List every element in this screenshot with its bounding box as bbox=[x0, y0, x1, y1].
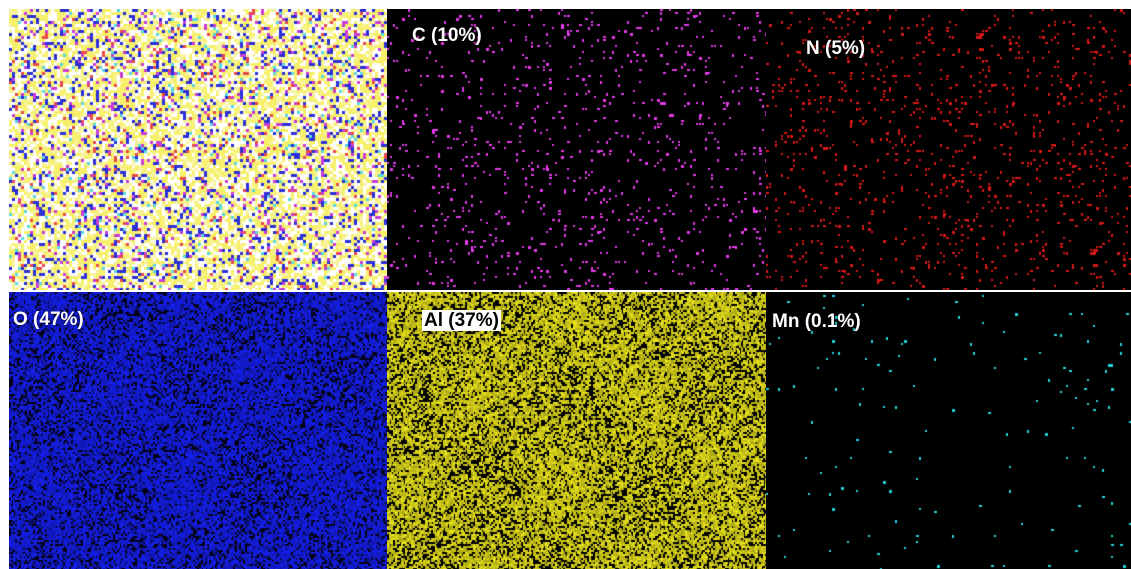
aluminum-map-image bbox=[387, 292, 766, 569]
nitrogen-map-image bbox=[766, 9, 1131, 290]
nitrogen-label: N (5%) bbox=[806, 38, 866, 59]
carbon-map-image bbox=[387, 9, 766, 290]
oxygen-label: O (47%) bbox=[13, 309, 84, 330]
aluminum-label: Al (37%) bbox=[422, 310, 501, 331]
eds-map-grid: C (10%) N (5%) O (47%) Al (37%) Mn (0.1%… bbox=[9, 9, 1131, 569]
oxygen-map-image bbox=[9, 292, 387, 569]
manganese-label: Mn (0.1%) bbox=[772, 311, 861, 332]
carbon-map-panel: C (10%) bbox=[387, 9, 766, 290]
oxygen-map-panel: O (47%) bbox=[9, 292, 387, 569]
overlay-map-image bbox=[9, 9, 387, 290]
manganese-map-image bbox=[766, 292, 1131, 569]
aluminum-map-panel: Al (37%) bbox=[387, 292, 766, 569]
manganese-map-panel: Mn (0.1%) bbox=[766, 292, 1131, 569]
overlay-map-panel bbox=[9, 9, 387, 290]
nitrogen-map-panel: N (5%) bbox=[766, 9, 1131, 290]
carbon-label: C (10%) bbox=[412, 25, 482, 46]
